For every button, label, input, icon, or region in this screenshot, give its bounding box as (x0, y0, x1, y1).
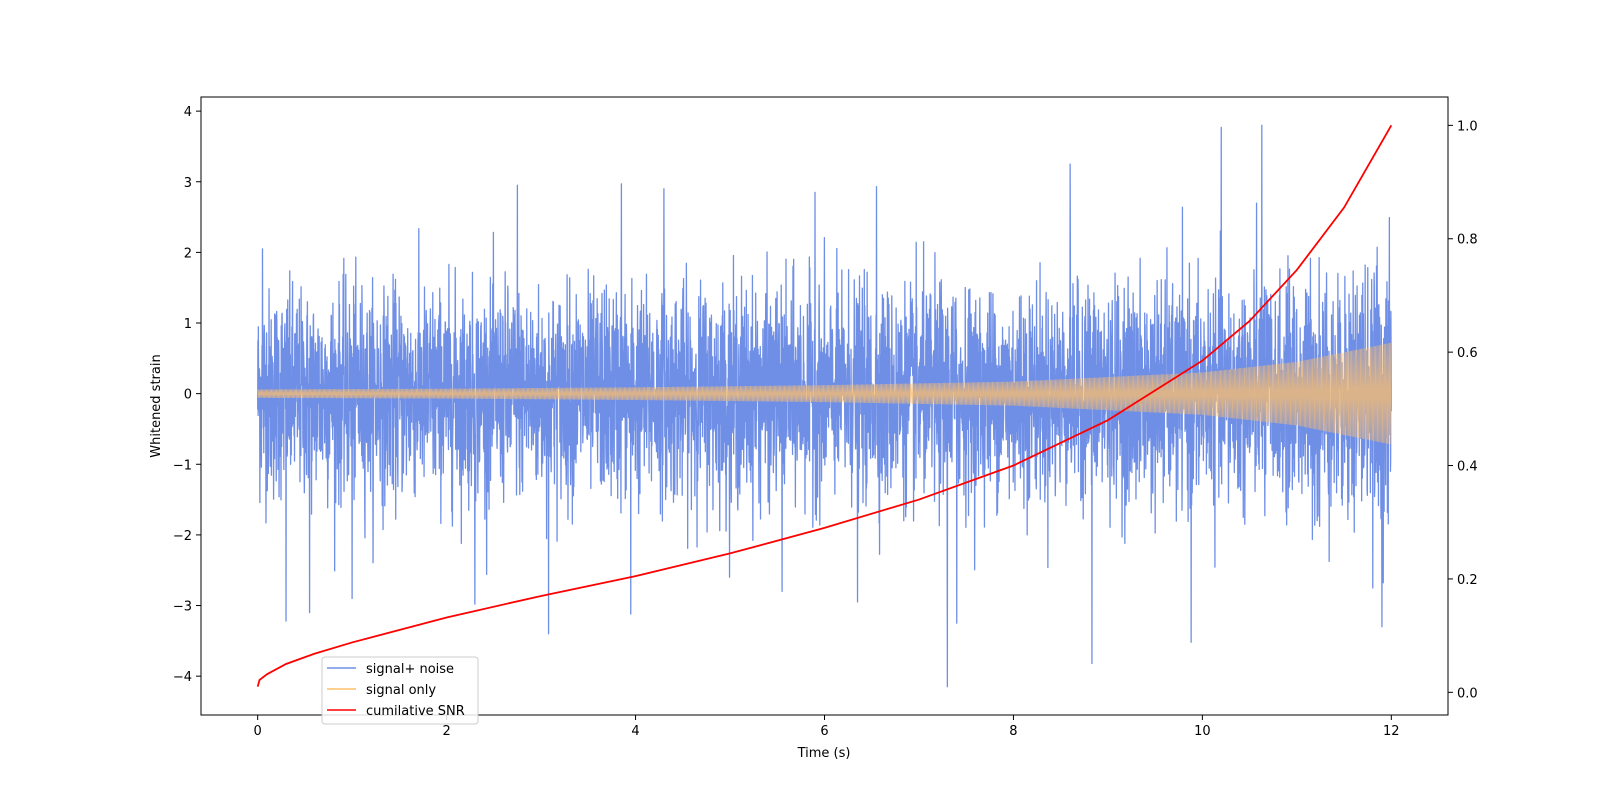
signal-plus-noise-line (257, 124, 1392, 688)
signal-only-line (257, 342, 1392, 445)
y-tick-label: −1 (173, 458, 192, 473)
y-tick-label: −4 (173, 670, 192, 685)
legend-frame (321, 656, 479, 725)
y2-tick-label: 0.6 (1457, 346, 1478, 361)
x-tick-label: 8 (1009, 724, 1017, 739)
y-axis-right: 0.0 0.2 0.4 0.6 0.8 1.0 (1448, 119, 1478, 701)
x-axis-label: Time (s) (797, 746, 851, 761)
y-tick-label: 4 (184, 105, 192, 120)
x-tick-label: 4 (631, 724, 639, 739)
x-axis: 0 2 4 6 8 10 12 (254, 715, 1400, 739)
y2-tick-label: 1.0 (1457, 119, 1478, 134)
legend-label-cumulative-snr: cumilative SNR (366, 704, 465, 719)
cumulative-snr-line (256, 124, 1393, 687)
x-tick-label: 0 (254, 724, 262, 739)
y2-tick-label: 0.0 (1457, 686, 1478, 701)
y-tick-label: 1 (184, 317, 192, 332)
y2-tick-label: 0.4 (1457, 460, 1478, 475)
y-axis-label: Whitened strain (149, 354, 164, 457)
y2-tick-label: 0.2 (1457, 573, 1478, 588)
x-tick-label: 12 (1383, 724, 1400, 739)
y-tick-label: 2 (184, 246, 192, 261)
legend-label-signal-only: signal only (366, 683, 436, 698)
x-tick-label: 10 (1194, 724, 1211, 739)
y-axis-left: −4 −3 −2 −1 0 1 2 3 4 (173, 105, 201, 685)
legend-label-signal-plus-noise: signal+ noise (366, 662, 454, 677)
y-tick-label: 0 (184, 388, 192, 403)
y-tick-label: −2 (173, 529, 192, 544)
series-layer (256, 124, 1393, 688)
legend: signal+ noise signal only cumilative SNR (321, 656, 479, 725)
y-tick-label: 3 (184, 176, 192, 191)
x-tick-label: 6 (820, 724, 828, 739)
y-tick-label: −3 (173, 600, 192, 615)
x-tick-label: 2 (442, 724, 450, 739)
y2-tick-label: 0.8 (1457, 233, 1478, 248)
